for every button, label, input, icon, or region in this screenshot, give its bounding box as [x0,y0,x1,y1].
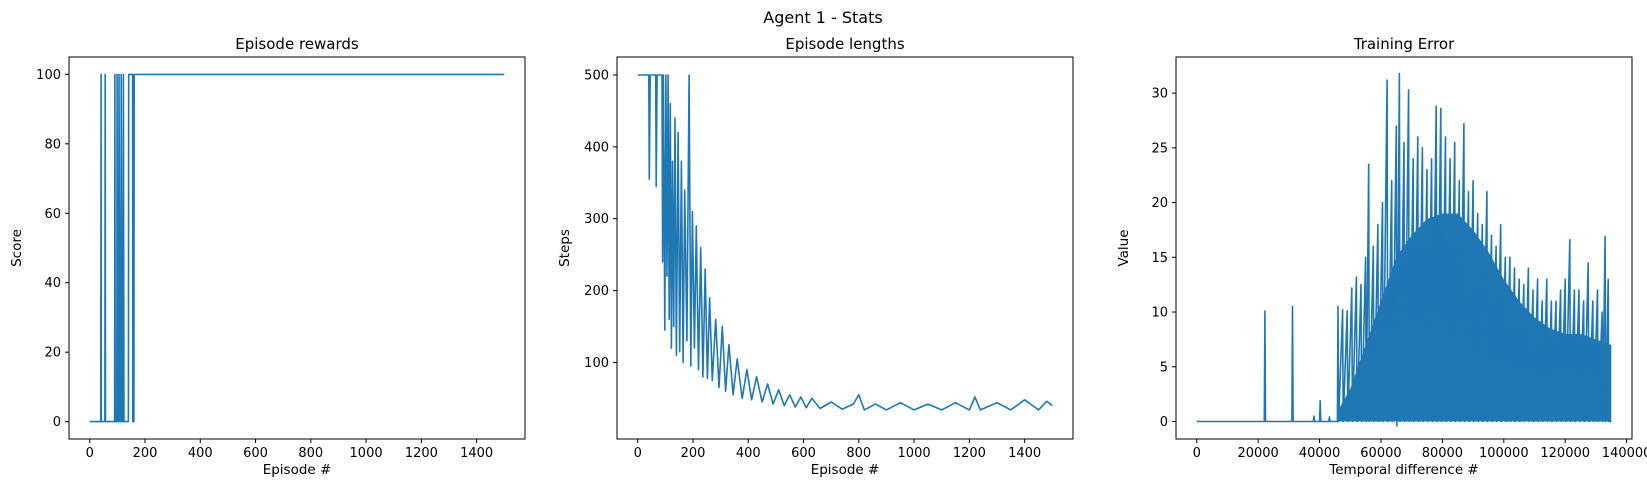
axes-frame [616,56,1074,440]
y-tick-label: 200 [584,284,609,299]
subplot-title: Episode lengths [785,35,904,53]
y-tick-label: 100 [584,356,609,371]
y-tick-label: 20 [1151,196,1168,211]
x-tick-label: 120000 [1540,446,1590,461]
x-tick-label: 100000 [1479,446,1529,461]
x-tick-label: 200 [681,446,706,461]
y-tick-label: 60 [44,207,61,222]
x-axis-label: Episode # [811,462,880,478]
series-line [89,73,505,423]
plot-area [89,73,505,423]
x-tick-label: 0 [634,446,642,461]
x-tick-label: 1000 [350,446,383,461]
x-axis-label: Episode # [263,462,332,478]
y-tick-label: 400 [584,140,609,155]
x-tick-label: 800 [846,446,871,461]
x-tick-label: 0 [86,446,94,461]
x-tick-label: 140000 [1602,446,1647,461]
y-tick-label: 5 [1160,360,1168,375]
x-tick-label: 1400 [1008,446,1041,461]
y-axis-label: Score [9,229,25,267]
plot-area [1196,72,1612,427]
y-tick-label: 30 [1151,87,1168,102]
y-axis-label: Steps [557,229,573,267]
y-tick-label: 10 [1151,306,1168,321]
x-tick-label: 400 [736,446,761,461]
subplot-3: 0 20000 40000 60000 80000 100000 120000 140000 0… [1116,35,1647,478]
y-tick-label: 100 [36,68,61,83]
subplot-title: Episode rewards [235,35,359,53]
x-tick-label: 400 [188,446,213,461]
axes-frame [68,56,526,440]
y-tick-label: 0 [53,415,61,430]
x-tick-label: 0 [1193,446,1201,461]
axes-frame [1175,56,1633,440]
y-tick-label: 500 [584,68,609,83]
x-tick-label: 1400 [460,446,493,461]
series-line [637,74,1053,411]
series-line [1196,72,1612,427]
y-tick-label: 15 [1151,251,1168,266]
y-tick-label: 25 [1151,141,1168,156]
x-axis-label: Temporal difference # [1328,462,1478,478]
subplot-panels: 0 200 400 600 800 1000 1200 1400020406080100Epi… [9,35,1647,478]
subplot-1: 0 200 400 600 800 1000 1200 1400 0 20 40 60 80 100 Epi… [9,35,526,478]
x-tick-label: 600 [791,446,816,461]
x-tick-label: 800 [298,446,323,461]
plot-area [637,74,1053,411]
y-axis-label: Value [1116,229,1132,266]
y-tick-label: 40 [44,276,61,291]
x-tick-label: 200 [133,446,158,461]
y-tick-label: 300 [584,212,609,227]
y-tick-label: 0 [1160,415,1168,430]
x-tick-label: 600 [243,446,268,461]
x-tick-label: 1000 [898,446,931,461]
y-tick-label: 80 [44,137,61,152]
x-tick-label: 80000 [1422,446,1463,461]
y-tick-label: 20 [44,346,61,361]
x-tick-label: 40000 [1299,446,1340,461]
subplot-2: 0 200 400 600 800 1000 1200 1400 100 200 300 400 500… [557,35,1074,478]
x-tick-label: 1200 [405,446,438,461]
x-tick-label: 60000 [1360,446,1401,461]
figure-suptitle: Agent 1 - Stats [763,8,882,27]
x-tick-label: 20000 [1237,446,1278,461]
x-tick-label: 1200 [953,446,986,461]
subplot-title: Training Error [1353,35,1455,53]
